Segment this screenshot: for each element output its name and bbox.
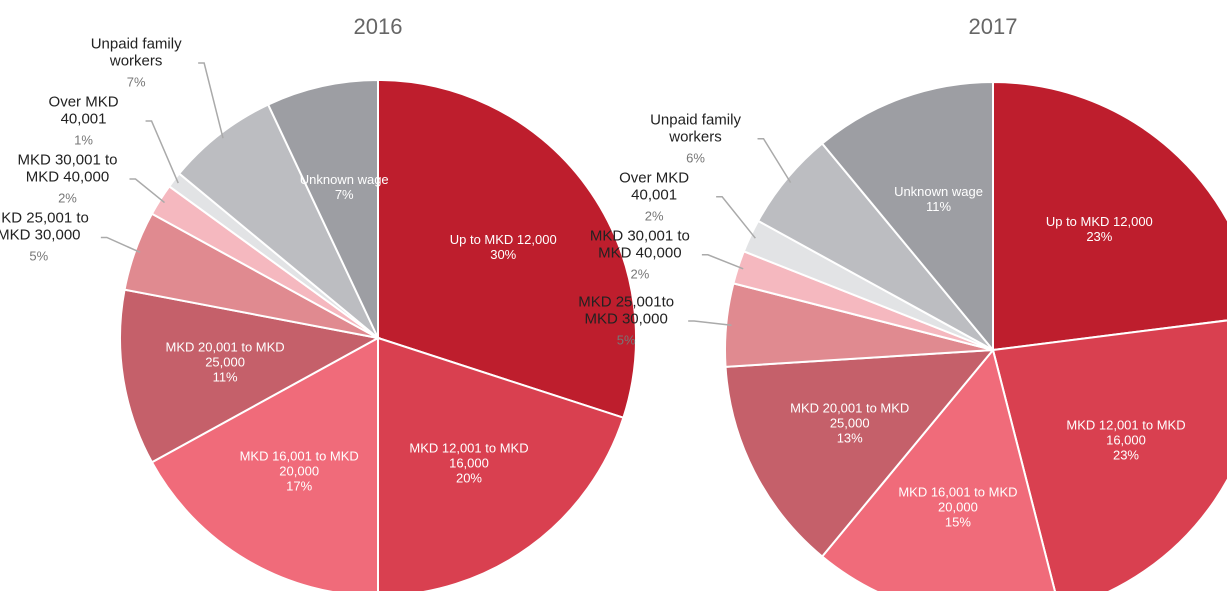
pie-slice: [377, 336, 625, 591]
slice-label: Up to MKD 12,000 23%: [1019, 214, 1179, 244]
value-label: 6%: [686, 150, 705, 166]
leader-line: [716, 196, 756, 239]
category-label: MKD 12,001 to MKD 16,000: [409, 440, 529, 471]
slice-label: MKD 25,001to MKD 30,000 5%: [566, 293, 686, 348]
chart-title: 2017: [968, 14, 1018, 39]
pie-slice: [820, 80, 994, 353]
value-label: 23%: [1112, 447, 1139, 463]
category-label: Unknown wage: [299, 171, 389, 187]
leader-line: [198, 62, 224, 139]
slice-label: Unpaid family workers 6%: [636, 111, 756, 166]
value-label: 15%: [944, 514, 971, 530]
value-label: 2%: [58, 190, 77, 206]
category-label: MKD 16,001 to MKD 20,000: [239, 448, 359, 479]
slice-label: Unknown wage 7%: [264, 172, 424, 202]
pie-slice: [150, 336, 379, 591]
slice-label: MKD 16,001 to MKD 20,000 15%: [878, 484, 1038, 529]
slice-label: MKD 30,001 to MKD 40,000 2%: [580, 227, 700, 282]
leader-line: [701, 254, 744, 270]
slice-label: MKD 25,001 to MKD 30,000 5%: [0, 210, 99, 265]
category-label: MKD 12,001 to MKD 16,000: [1066, 417, 1186, 448]
slice-label: MKD 12,001 to MKD 16,000 20%: [389, 441, 549, 486]
category-label: Over MKD 40,001: [619, 169, 690, 204]
value-label: 7%: [334, 186, 354, 202]
pie-slice: [119, 288, 381, 464]
category-label: Unknown wage: [894, 183, 983, 199]
pie-slice: [377, 78, 637, 419]
category-label: Over MKD 40,001: [48, 93, 119, 128]
value-label: 5%: [616, 332, 636, 348]
pie-slice: [991, 319, 1227, 591]
slice-label: Over MKD 40,001 1%: [24, 94, 144, 149]
value-label: 30%: [490, 247, 517, 262]
slice-label: Over MKD 40,001 2%: [594, 169, 714, 224]
leader-line: [145, 120, 179, 184]
category-label: MKD 20,001 to MKD 25,000: [790, 400, 910, 431]
value-label: 11%: [925, 198, 952, 214]
leader-line: [688, 320, 732, 327]
category-label: Up to MKD 12,000: [1045, 214, 1153, 230]
category-label: Unpaid family workers: [650, 111, 741, 146]
pie-slice: [724, 348, 996, 558]
value-label: 1%: [74, 132, 93, 148]
slice-label: Up to MKD 12,000 30%: [423, 232, 583, 262]
value-label: 2%: [630, 266, 650, 282]
leader-line: [129, 178, 165, 204]
slice-label: Unpaid family workers 7%: [76, 36, 196, 91]
category-label: MKD 16,001 to MKD 20,000: [898, 484, 1018, 515]
category-label: MKD 30,001 to MKD 40,000: [17, 151, 118, 186]
slice-label: Unknown wage 11%: [859, 184, 1019, 214]
value-label: 23%: [1086, 229, 1113, 245]
value-label: 17%: [286, 478, 313, 494]
leader-line: [757, 138, 792, 183]
category-label: Unpaid family workers: [90, 35, 182, 70]
value-label: 2%: [644, 208, 664, 224]
category-label: MKD 20,001 to MKD 25,000: [165, 339, 285, 370]
value-label: 7%: [126, 74, 146, 90]
value-label: 20%: [455, 470, 482, 486]
pie-slice: [177, 103, 379, 339]
category-label: MKD 25,001to MKD 30,000: [578, 293, 675, 328]
slice-label: MKD 20,001 to MKD 25,000 11%: [145, 340, 305, 385]
value-label: 5%: [29, 248, 49, 264]
slice-label: MKD 16,001 to MKD 20,000 17%: [219, 449, 379, 494]
pie-slice: [266, 78, 379, 339]
slice-label: MKD 20,001 to MKD 25,000 13%: [770, 401, 930, 446]
category-label: MKD 25,001 to MKD 30,000: [0, 209, 89, 244]
slice-label: MKD 12,001 to MKD 16,000 23%: [1046, 418, 1206, 463]
slice-label: MKD 30,001 to MKD 40,000 2%: [7, 152, 127, 207]
pie-slice: [992, 80, 1227, 352]
value-label: 13%: [836, 430, 863, 446]
chart-title: 2016: [353, 14, 403, 39]
category-label: Up to MKD 12,000: [449, 232, 557, 247]
leader-line: [100, 236, 141, 254]
category-label: MKD 30,001 to MKD 40,000: [589, 227, 690, 262]
value-label: 11%: [212, 369, 238, 385]
pie-slice: [820, 347, 1056, 591]
